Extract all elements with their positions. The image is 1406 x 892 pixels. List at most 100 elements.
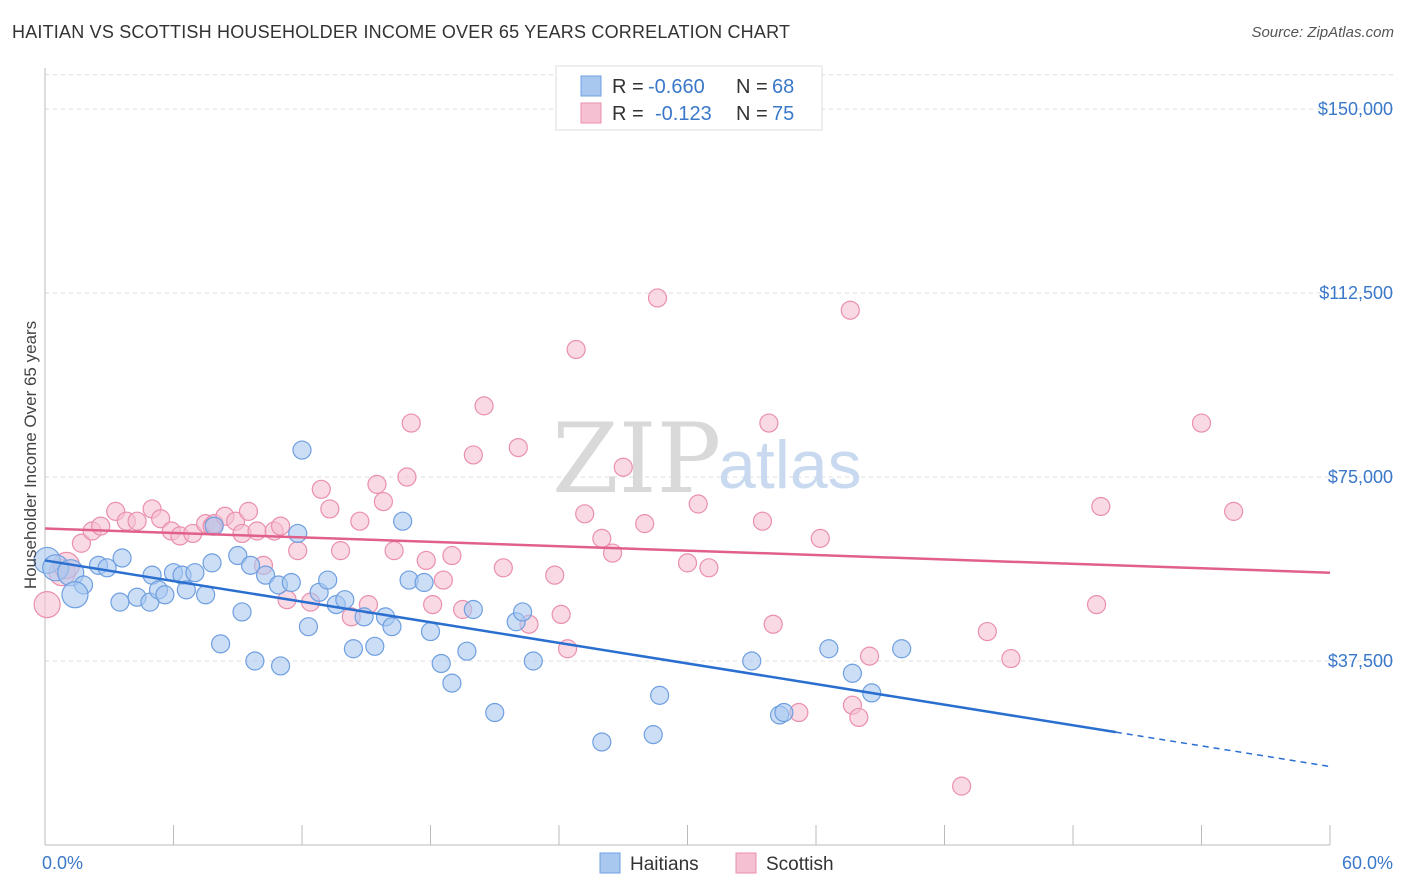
scottish-point-39 — [416, 550, 436, 571]
haitians-point-22 — [228, 545, 248, 566]
stats-legend: R = -0.660 N = 68 R = -0.123 N = 75 — [555, 65, 823, 131]
haitians-point-57 — [742, 651, 762, 671]
y-tick-label-1: $75,000 — [1328, 467, 1393, 487]
haitians-point-60 — [819, 639, 839, 659]
chart-source: Source: ZipAtlas.com — [1251, 24, 1394, 41]
legend-r-value-haitians: -0.660 — [648, 76, 705, 98]
legend-r-label-scottish: R = — [612, 103, 644, 125]
haitians-point-46 — [431, 653, 451, 674]
scottish-point-0 — [33, 590, 61, 619]
scottish-point-41 — [433, 570, 453, 590]
scottish-point-40 — [423, 594, 443, 615]
x-tick-labels: 0.0% 60.0% — [42, 853, 1393, 873]
haitians-point-39 — [365, 636, 385, 656]
scottish-point-63 — [759, 413, 779, 433]
scottish-point-10 — [151, 509, 171, 529]
scottish-point-75 — [1086, 594, 1107, 615]
scottish-point-61 — [699, 558, 719, 578]
haitians-point-19 — [204, 516, 224, 536]
scottish-point-35 — [373, 491, 393, 512]
scottish-point-56 — [613, 457, 633, 477]
scottish-point-69 — [849, 707, 869, 728]
haitians-point-53 — [523, 651, 543, 671]
legend-n-value-scottish: 75 — [772, 103, 794, 125]
legend-r-value-scottish: -0.123 — [655, 103, 712, 125]
scottish-point-3 — [71, 533, 92, 553]
haitians-trend-line — [44, 559, 1117, 734]
x-tick-label-1: 60.0% — [1342, 853, 1393, 873]
haitians-point-56 — [650, 685, 670, 705]
haitians-point-49 — [463, 599, 483, 620]
series-legend-swatch-haitians — [599, 852, 621, 874]
scottish-point-28 — [311, 479, 331, 499]
scottish-point-52 — [566, 339, 586, 360]
y-tick-labels: $37,500 $75,000 $112,500 $150,000 — [1318, 99, 1393, 671]
scottish-point-21 — [247, 521, 267, 541]
scottish-point-36 — [384, 541, 404, 561]
series-legend-label-haitians: Haitians — [630, 854, 699, 875]
scottish-point-32 — [350, 511, 370, 531]
scottish-point-49 — [545, 565, 565, 585]
scottish-point-73 — [1001, 648, 1021, 669]
x-tick-label-0: 0.0% — [42, 853, 83, 873]
scottish-point-70 — [859, 646, 880, 666]
haitians-point-41 — [382, 617, 402, 637]
haitians-point-20 — [202, 553, 222, 573]
series-legend: Haitians Scottish — [599, 852, 834, 875]
haitians-point-32 — [298, 617, 319, 637]
series-legend-label-scottish: Scottish — [766, 854, 834, 875]
y-axis-label: Householder Income Over 65 years — [21, 321, 40, 589]
haitians-point-63 — [892, 639, 912, 659]
scottish-point-44 — [463, 445, 483, 465]
scottish-point-57 — [635, 514, 655, 534]
scottish-point-29 — [320, 499, 340, 519]
scottish-point-53 — [575, 504, 595, 524]
y-tick-label-2: $112,500 — [1319, 283, 1393, 303]
scottish-point-30 — [330, 541, 351, 561]
haitians-point-21 — [211, 634, 231, 654]
scottish-point-60 — [688, 494, 708, 514]
legend-n-label-scottish: N = — [736, 103, 768, 125]
haitians-point-18 — [196, 585, 216, 605]
chart-title: HAITIAN VS SCOTTISH HOUSEHOLDER INCOME O… — [12, 22, 791, 42]
legend-swatch-scottish — [580, 102, 602, 124]
haitians-point-24 — [241, 555, 261, 575]
scottish-point-20 — [238, 501, 259, 521]
scottish-points — [33, 288, 1244, 796]
haitians-point-45 — [420, 621, 441, 642]
haitians-point-30 — [288, 523, 308, 544]
haitians-point-26 — [255, 565, 276, 585]
scottish-point-72 — [977, 621, 997, 642]
scottish-point-42 — [442, 545, 462, 566]
haitians-point-47 — [442, 673, 462, 693]
scottish-point-37 — [397, 467, 417, 487]
scottish-point-24 — [270, 516, 291, 536]
scottish-point-5 — [91, 516, 111, 536]
haitians-point-17 — [185, 563, 205, 583]
haitians-point-23 — [232, 602, 252, 622]
scottish-point-77 — [1224, 501, 1244, 521]
scottish-point-71 — [952, 776, 972, 796]
haitians-point-25 — [245, 651, 265, 671]
scottish-point-26 — [288, 541, 308, 561]
haitians-point-48 — [457, 641, 477, 661]
haitians-point-59 — [774, 702, 794, 723]
scottish-point-50 — [551, 604, 571, 625]
haitians-point-52 — [512, 602, 533, 622]
watermark-atlas: atlas — [718, 427, 862, 503]
haitians-point-8 — [112, 548, 132, 568]
legend-r-label-haitians: R = — [612, 76, 644, 98]
scottish-point-8 — [127, 511, 147, 531]
haitians-point-36 — [335, 590, 355, 610]
haitians-point-29 — [281, 572, 301, 593]
scottish-point-64 — [763, 614, 783, 634]
series-legend-swatch-scottish — [735, 852, 757, 874]
y-tick-label-3: $150,000 — [1318, 99, 1393, 119]
scottish-trend-line — [44, 527, 1331, 574]
scottish-point-58 — [647, 288, 668, 308]
scottish-point-66 — [810, 528, 830, 548]
haitians-point-54 — [592, 732, 612, 752]
y-tick-label-0: $37,500 — [1328, 651, 1393, 671]
scottish-point-34 — [367, 474, 387, 494]
